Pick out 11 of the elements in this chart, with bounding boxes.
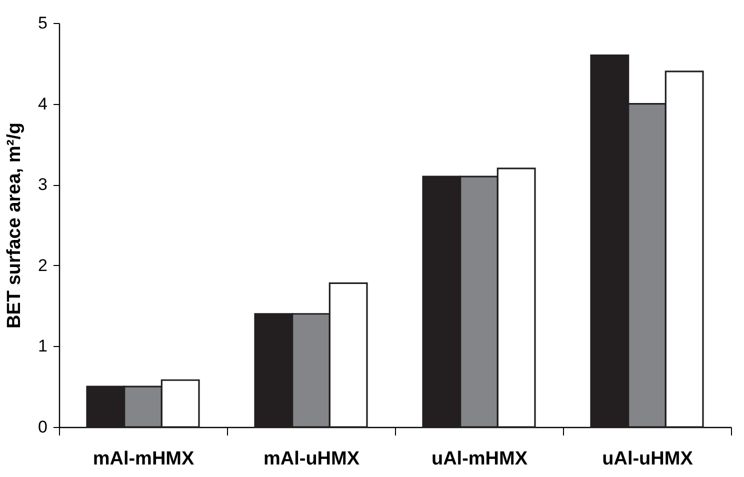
x-tick-label: uAl-uHMX xyxy=(602,448,694,470)
y-tick-label: 5 xyxy=(38,14,48,32)
x-tick-label: mAl-uHMX xyxy=(263,448,360,470)
y-axis-title: BET surface area, m²/g xyxy=(4,122,26,328)
y-tick-label: 1 xyxy=(38,336,48,356)
x-tick-label: mAl-mHMX xyxy=(92,448,194,470)
y-tick-label: 3 xyxy=(38,175,48,194)
x-tick-label: uAl-mHMX xyxy=(431,448,528,470)
y-tick-label: 4 xyxy=(38,94,48,114)
y-tick-label: 2 xyxy=(38,256,48,275)
y-tick-label: 0 xyxy=(38,418,48,436)
